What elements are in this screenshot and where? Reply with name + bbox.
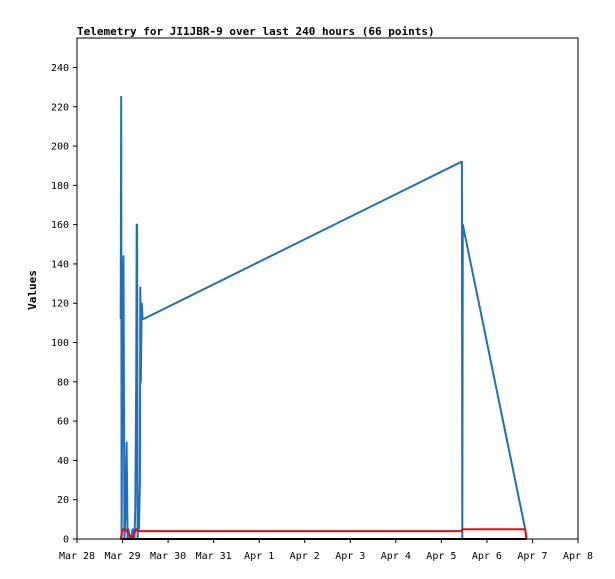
y-axis-label: Values — [26, 270, 39, 310]
x-tick-label: Mar 29 — [104, 551, 140, 562]
y-tick-label: 140 — [51, 259, 69, 270]
y-tick-label: 220 — [51, 102, 69, 113]
y-tick-label: 240 — [51, 63, 69, 74]
y-tick-label: 180 — [51, 181, 69, 192]
series-layer — [119, 95, 528, 540]
x-tick-label: Mar 31 — [196, 551, 232, 562]
x-tick-label: Apr 1 — [244, 551, 274, 562]
y-axis: 0 20 40 60 80 100 120 140 160 180 200 220 240 — [51, 63, 77, 546]
y-tick-label: 100 — [51, 338, 69, 349]
x-tick-label: Mar 28 — [59, 551, 95, 562]
x-axis: Mar 28 Mar 29 Mar 30 Mar 31 Apr 1 Apr 2 Apr 3 A… — [59, 539, 593, 562]
x-tick-label: Apr 4 — [381, 551, 411, 562]
series-line-0 — [119, 95, 528, 540]
x-tick-label: Mar 30 — [150, 551, 186, 562]
y-tick-label: 40 — [57, 456, 69, 467]
chart-title: Telemetry for JI1JBR-9 over last 240 hou… — [77, 25, 435, 38]
x-tick-label: Apr 7 — [517, 551, 547, 562]
series-line-1 — [119, 528, 528, 540]
x-tick-label: Apr 6 — [472, 551, 502, 562]
y-tick-label: 200 — [51, 142, 69, 153]
x-tick-label: Apr 8 — [563, 551, 593, 562]
y-tick-label: 60 — [57, 417, 69, 428]
y-tick-label: 20 — [57, 495, 69, 506]
x-tick-label: Apr 2 — [290, 551, 320, 562]
x-tick-label: Apr 5 — [426, 551, 456, 562]
y-tick-label: 0 — [63, 535, 69, 546]
plot-area-frame — [76, 37, 579, 540]
y-tick-label: 80 — [57, 377, 69, 388]
y-tick-label: 160 — [51, 220, 69, 231]
y-tick-label: 120 — [51, 299, 69, 310]
x-tick-label: Apr 3 — [335, 551, 365, 562]
